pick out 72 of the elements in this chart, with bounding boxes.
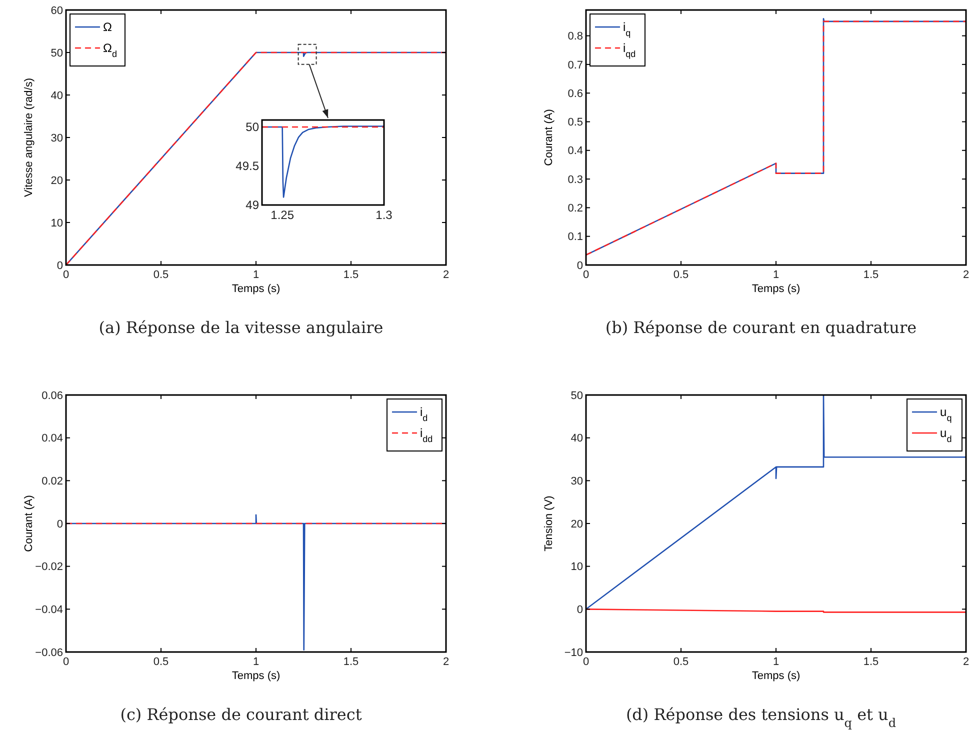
y-tick-label: 0.6 — [568, 88, 583, 100]
y-tick-label: −0.06 — [35, 646, 63, 659]
y-tick-label: 0.5 — [568, 116, 583, 129]
x-tick-label: 2 — [442, 656, 450, 668]
y-tick-label: 10 — [50, 217, 63, 230]
y-tick-label: 0.4 — [568, 145, 583, 158]
x-tick-label: 1 — [252, 656, 260, 668]
x-tick-label: 1.5 — [343, 269, 359, 281]
y-tick-label: 49.5 — [236, 159, 260, 174]
y-tick-label: 0.3 — [568, 174, 583, 186]
x-tick-label: 0.5 — [153, 656, 169, 668]
y-tick-label: 20 — [570, 518, 583, 530]
x-tick-label: 0.5 — [673, 656, 689, 668]
text: (d) Réponse des tensions u$_{q}$ et u$_{d}$ — [626, 705, 896, 730]
legend-label: u$_{d}$ — [940, 426, 952, 444]
legend-label: i$_{q}$ — [623, 20, 631, 38]
x-tick-label: 1 — [772, 269, 780, 281]
x-tick-label: 1.5 — [863, 656, 879, 668]
x-tick-label: 2 — [962, 656, 970, 668]
x-tick-label: 1.5 — [343, 656, 359, 668]
y-tick-label: 10 — [570, 561, 583, 574]
x-tick-label: 0.5 — [153, 269, 169, 281]
y-tick-label: 0 — [576, 604, 583, 616]
y-axis-title: Tension (V) — [543, 496, 555, 552]
y-tick-label: 40 — [570, 432, 583, 445]
y-tick-label: 60 — [50, 4, 63, 17]
x-axis-title: Temps (s) — [752, 283, 800, 295]
y-tick-label: 0.04 — [42, 432, 63, 445]
y-tick-label: 0.02 — [42, 476, 63, 488]
y-tick-label: −0.04 — [35, 604, 63, 616]
y-tick-label: 0 — [576, 260, 583, 272]
y-tick-label: 50 — [50, 47, 63, 60]
y-tick-label: 0 — [56, 518, 63, 530]
y-tick-label: 30 — [50, 132, 63, 144]
x-tick-label: 2 — [962, 269, 970, 281]
x-tick-label: 1 — [252, 269, 260, 281]
x-tick-label: 1.3 — [376, 208, 393, 222]
legend-label: Ω$_{d}$ — [103, 41, 117, 59]
y-tick-label: 40 — [50, 90, 63, 102]
y-tick-label: 0.06 — [42, 390, 63, 402]
x-tick-label: 0.5 — [673, 269, 689, 281]
text: (c) Réponse de courant direct — [120, 705, 362, 724]
y-tick-label: 0.2 — [568, 202, 583, 215]
legend-label: i$_{d}$ — [420, 405, 428, 423]
y-axis-title: Courant (A) — [543, 109, 555, 166]
x-axis-title: Temps (s) — [232, 283, 280, 295]
line-series — [586, 395, 966, 610]
y-axis-title: Courant (A) — [23, 495, 35, 552]
x-axis-title: Temps (s) — [752, 670, 800, 682]
y-tick-label: −0.02 — [35, 561, 63, 574]
x-tick-label: 2 — [442, 269, 450, 281]
text: (a) Réponse de la vitesse angulaire — [98, 318, 384, 337]
x-tick-label: 1.5 — [863, 269, 879, 281]
y-tick-label: 50 — [570, 390, 583, 402]
y-tick-label: 30 — [570, 476, 583, 488]
legend-label: u$_{q}$ — [940, 405, 952, 423]
x-tick-label: 1 — [772, 656, 780, 668]
legend-label: i$_{qd}$ — [623, 41, 636, 59]
legend-label: Ω — [103, 20, 112, 34]
x-tick-label: 1.25 — [270, 208, 294, 222]
y-tick-label: 0.8 — [568, 30, 583, 43]
y-tick-label: 0.1 — [568, 231, 583, 244]
y-tick-label: 20 — [50, 174, 63, 187]
y-tick-label: 50 — [246, 120, 260, 134]
y-tick-label: 0 — [56, 260, 63, 272]
text: (b) Réponse de courant en quadrature — [605, 318, 917, 337]
y-tick-label: 49 — [246, 198, 260, 212]
x-axis-title: Temps (s) — [232, 670, 280, 682]
y-tick-label: −10 — [564, 646, 583, 659]
y-axis-title: Vitesse angulaire (rad/s) — [23, 78, 35, 198]
legend-label: i$_{dd}$ — [420, 426, 433, 444]
y-tick-label: 0.7 — [568, 59, 583, 72]
